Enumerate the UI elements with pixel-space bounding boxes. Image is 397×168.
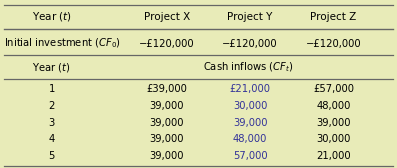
Text: 39,000: 39,000 [316,118,351,128]
Text: Project X: Project X [144,12,190,22]
Text: 30,000: 30,000 [233,101,267,111]
Text: £39,000: £39,000 [146,84,187,94]
Text: 2: 2 [48,101,55,111]
Text: 48,000: 48,000 [233,134,267,144]
Text: Year ($t$): Year ($t$) [32,10,71,23]
Text: 4: 4 [48,134,55,144]
Text: 1: 1 [48,84,55,94]
Text: £21,000: £21,000 [229,84,271,94]
Text: Project Y: Project Y [227,12,273,22]
Text: 48,000: 48,000 [316,101,351,111]
Text: 39,000: 39,000 [150,101,184,111]
Text: Cash inflows ($CF_t$): Cash inflows ($CF_t$) [203,60,293,74]
Text: 5: 5 [48,151,55,161]
Text: Initial investment ($CF_0$): Initial investment ($CF_0$) [4,37,121,50]
Text: 3: 3 [48,118,55,128]
Text: 57,000: 57,000 [233,151,268,161]
Text: 39,000: 39,000 [150,151,184,161]
Text: 21,000: 21,000 [316,151,351,161]
Text: −£120,000: −£120,000 [139,39,195,49]
Text: 39,000: 39,000 [233,118,267,128]
Text: £57,000: £57,000 [313,84,354,94]
Text: Year ($t$): Year ($t$) [32,61,71,74]
Text: −£120,000: −£120,000 [222,39,278,49]
Text: 39,000: 39,000 [150,134,184,144]
Text: −£120,000: −£120,000 [306,39,361,49]
Text: 39,000: 39,000 [150,118,184,128]
Text: Project Z: Project Z [310,12,357,22]
Text: 30,000: 30,000 [316,134,351,144]
